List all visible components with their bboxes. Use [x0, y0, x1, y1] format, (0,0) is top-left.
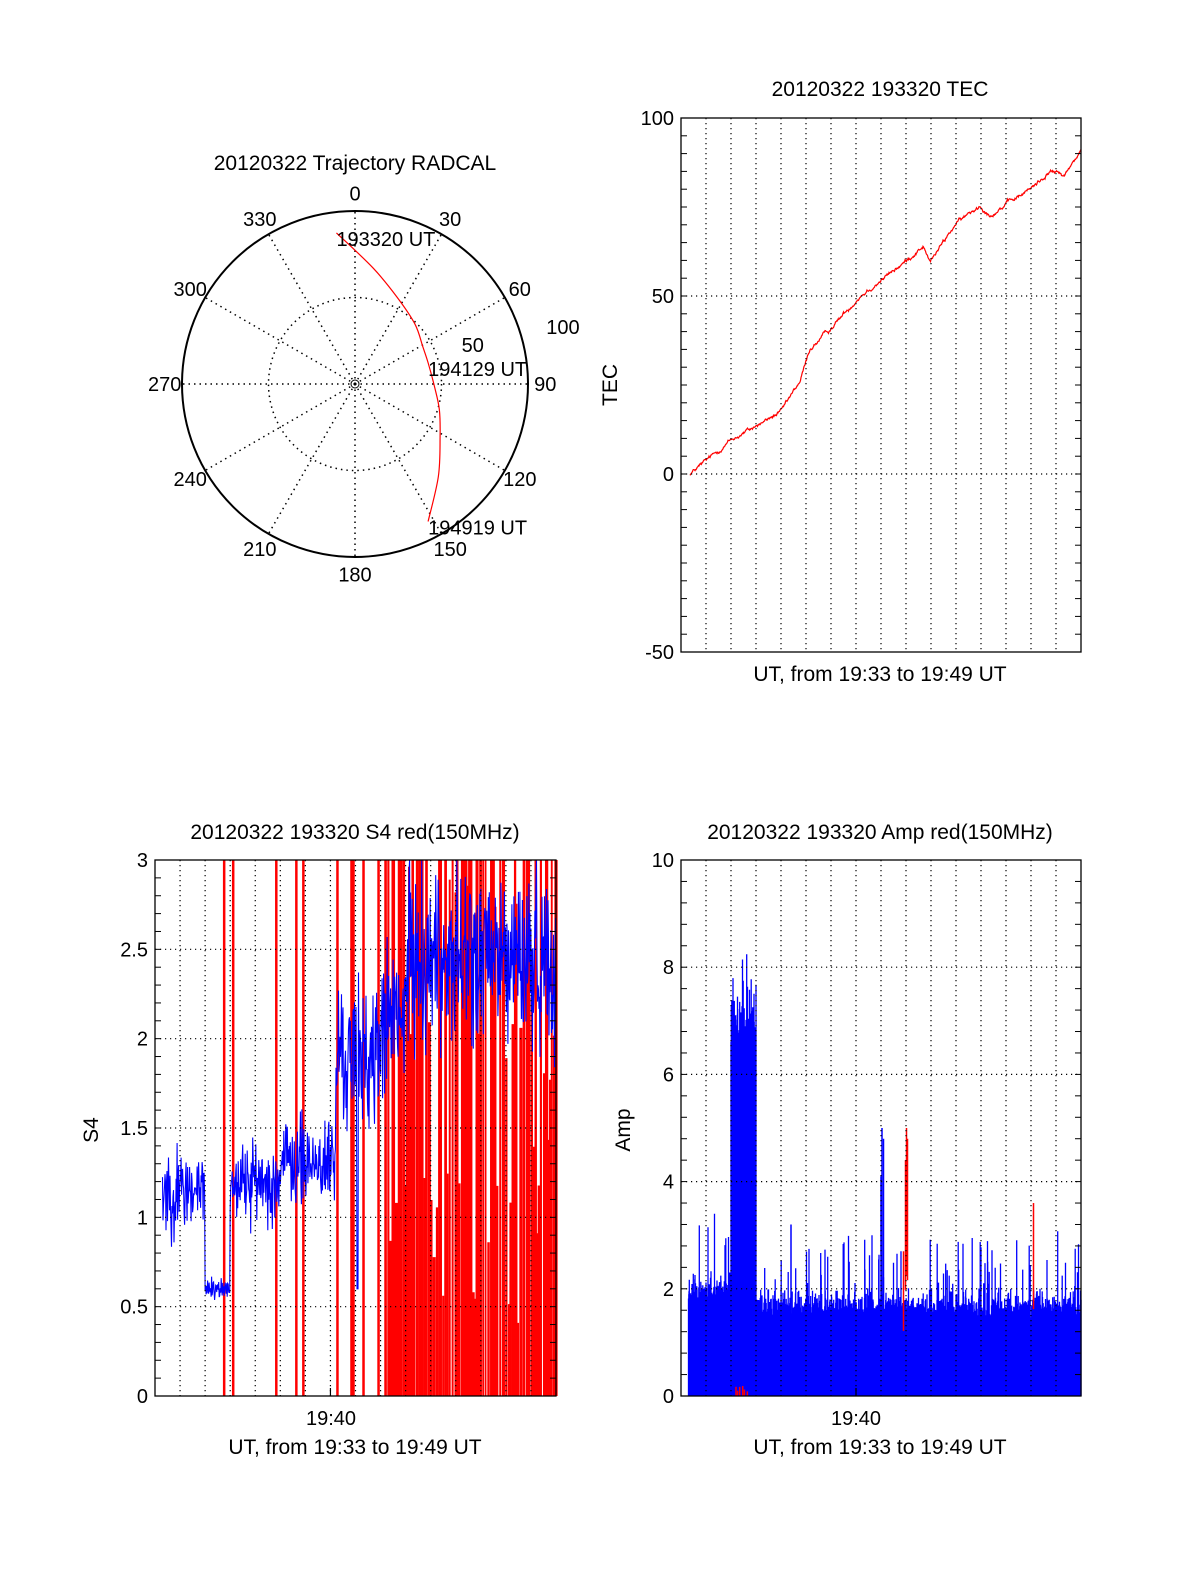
polar-spoke [354, 296, 506, 385]
amp-xtick-label: 19:40 [831, 1408, 881, 1430]
s4-ylabel: S4 [80, 1117, 103, 1143]
s4-xlabel: UT, from 19:33 to 19:49 UT [228, 1436, 481, 1459]
axes-layer: 0 0.5 1 1.5 2 2.5 3 [120, 850, 557, 1408]
y-tick-label: 10 [652, 850, 674, 872]
polar-radial-label: 50 [462, 335, 484, 357]
polar-ring [181, 210, 529, 558]
y-tick-label: 8 [663, 957, 674, 979]
polar-title: 20120322 Trajectory RADCAL [214, 152, 497, 175]
plot-layer [687, 954, 1082, 1396]
polar-radial-label: 100 [546, 317, 579, 339]
plot-frame [680, 859, 1082, 1397]
polar-angle-label: 120 [503, 469, 536, 491]
polar-angle-label: 150 [433, 539, 466, 561]
tec-title: 20120322 193320 TEC [772, 78, 989, 101]
polar-spoke [267, 383, 356, 535]
polar-spoke [267, 233, 356, 385]
polar-spoke [354, 383, 506, 472]
amp-ylabel: Amp [612, 1108, 635, 1151]
polar-ring [267, 296, 443, 472]
axes-layer: 0 2 4 6 8 10 [652, 850, 1082, 1408]
polar-center [350, 379, 360, 389]
y-tick-label: 0 [663, 1386, 674, 1408]
plot-layer [689, 149, 1082, 476]
amp-title: 20120322 193320 Amp red(150MHz) [707, 821, 1053, 844]
polar-spoke [354, 233, 443, 385]
y-tick-label: 50 [652, 286, 674, 308]
y-tick-label: 3 [137, 850, 148, 872]
tec-ylabel: TEC [599, 364, 622, 406]
tec-xlabel: UT, from 19:33 to 19:49 UT [753, 663, 1006, 686]
y-tick-label: -50 [645, 642, 674, 664]
polar-angle-label: 30 [439, 209, 461, 231]
y-tick-label: 4 [663, 1172, 674, 1194]
polar-angle-label: 330 [243, 209, 276, 231]
polar-angle-label: 90 [534, 374, 556, 396]
y-tick-label: 2 [663, 1279, 674, 1301]
s4-xtick-label: 19:40 [306, 1408, 356, 1430]
polar-angle-label: 240 [174, 469, 207, 491]
axes-layer: -50 0 50 100 [641, 108, 1082, 664]
amp-chart: 20120322 193320 Amp red(150MHz) UT, from… [612, 821, 1082, 1459]
polar-spoke [354, 383, 443, 535]
y-tick-label: 6 [663, 1064, 674, 1086]
s4-chart: 20120322 193320 S4 red(150MHz) UT, from … [80, 821, 558, 1459]
polar-angle-label: 270 [148, 374, 181, 396]
tec-chart: 20120322 193320 TEC UT, from 19:33 to 19… [599, 78, 1082, 686]
y-tick-label: 0.5 [120, 1297, 148, 1319]
y-tick-label: 1.5 [120, 1118, 148, 1140]
y-tick-label: 0 [663, 464, 674, 486]
polar-angle-label: 0 [349, 184, 360, 206]
polar-trajectory-chart: 20120322 Trajectory RADCAL 50 100 0 30 60 90 1… [148, 152, 580, 586]
polar-spoke [204, 296, 356, 385]
tec-series-line [689, 149, 1082, 476]
polar-time-label: 193320 UT [336, 229, 435, 251]
polar-time-label: 194919 UT [428, 517, 527, 539]
plot-frame [680, 117, 1082, 653]
polar-angle-label: 210 [243, 539, 276, 561]
s4-title: 20120322 193320 S4 red(150MHz) [190, 821, 519, 844]
polar-angle-label: 180 [338, 564, 371, 586]
polar-spoke [204, 383, 356, 472]
polar-time-label: 194129 UT [428, 359, 527, 381]
y-tick-label: 2.5 [120, 939, 148, 961]
s4-blue-series-line [161, 859, 557, 1301]
amp-xlabel: UT, from 19:33 to 19:49 UT [753, 1436, 1006, 1459]
y-tick-label: 1 [137, 1207, 148, 1229]
amp-blue-series-bars [687, 954, 1082, 1396]
polar-angle-label: 60 [509, 279, 531, 301]
y-tick-label: 0 [137, 1386, 148, 1408]
y-tick-label: 2 [137, 1029, 148, 1051]
plot-frame [154, 859, 557, 1397]
y-tick-label: 100 [641, 108, 674, 130]
polar-angle-label: 300 [174, 279, 207, 301]
polar-trajectory-line [336, 232, 441, 522]
